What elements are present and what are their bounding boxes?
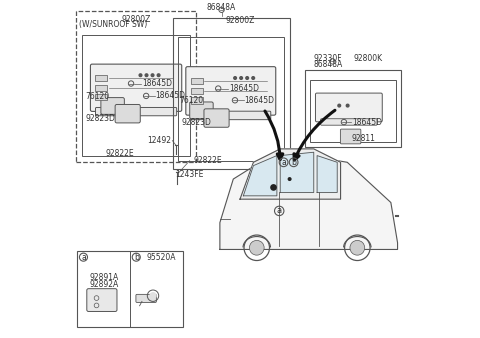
Text: (W/SUNROOF SW): (W/SUNROOF SW) (79, 20, 147, 29)
FancyBboxPatch shape (340, 129, 361, 144)
Bar (96, 94, 107, 100)
Text: 92800Z: 92800Z (225, 17, 255, 25)
Bar (77, 251, 183, 327)
FancyBboxPatch shape (115, 104, 140, 123)
FancyBboxPatch shape (321, 119, 377, 125)
Circle shape (234, 77, 237, 79)
Circle shape (288, 177, 292, 181)
Bar (96, 75, 107, 81)
Text: 92891A: 92891A (89, 273, 119, 283)
Bar (173, 18, 290, 169)
Text: 86848A: 86848A (313, 60, 342, 69)
FancyBboxPatch shape (191, 111, 271, 120)
Bar (191, 97, 203, 104)
Circle shape (151, 74, 154, 77)
Text: 92823D: 92823D (86, 114, 116, 123)
Text: 86848A: 86848A (207, 3, 236, 12)
FancyBboxPatch shape (101, 98, 124, 114)
FancyBboxPatch shape (136, 294, 156, 303)
Text: 18645D: 18645D (142, 79, 172, 88)
Text: 92892A: 92892A (89, 280, 119, 289)
FancyBboxPatch shape (204, 109, 229, 127)
Text: 92800K: 92800K (354, 54, 383, 63)
Text: 18645D: 18645D (229, 84, 259, 93)
Text: a: a (81, 253, 86, 262)
FancyBboxPatch shape (190, 102, 213, 119)
Text: b: b (291, 158, 296, 167)
Bar (96, 84, 107, 91)
Bar (191, 78, 203, 84)
Circle shape (157, 74, 160, 77)
Text: a: a (281, 158, 286, 167)
Text: 95520A: 95520A (147, 253, 177, 262)
FancyBboxPatch shape (90, 64, 182, 112)
Text: 12492: 12492 (147, 136, 171, 145)
Polygon shape (240, 149, 341, 199)
Text: 76120: 76120 (180, 96, 204, 105)
FancyBboxPatch shape (186, 67, 276, 115)
Circle shape (350, 240, 365, 255)
Text: 18645D: 18645D (245, 96, 275, 105)
Bar (311, 80, 396, 142)
Circle shape (149, 292, 156, 299)
Text: 18645D: 18645D (352, 118, 382, 126)
Text: b: b (134, 253, 139, 262)
Text: 92330F: 92330F (313, 54, 342, 63)
Circle shape (240, 77, 242, 79)
FancyBboxPatch shape (96, 107, 177, 116)
Text: a: a (276, 207, 282, 215)
Text: 92822E: 92822E (105, 149, 133, 158)
FancyBboxPatch shape (315, 93, 382, 122)
Bar (191, 88, 203, 94)
Bar (178, 37, 284, 161)
Polygon shape (317, 155, 337, 192)
Polygon shape (280, 152, 314, 192)
Text: 92800Z: 92800Z (121, 15, 151, 24)
Circle shape (250, 240, 264, 255)
Text: 92811: 92811 (352, 134, 376, 143)
Text: 92823D: 92823D (181, 118, 211, 127)
Text: 1243FE: 1243FE (176, 170, 204, 179)
Polygon shape (220, 155, 397, 249)
Bar (83, 35, 190, 155)
Circle shape (145, 74, 148, 77)
Text: 18645D: 18645D (155, 91, 185, 100)
Circle shape (139, 74, 142, 77)
FancyBboxPatch shape (87, 289, 117, 312)
Circle shape (252, 77, 254, 79)
Bar (305, 70, 401, 147)
Text: 76120: 76120 (86, 92, 110, 101)
Circle shape (346, 104, 349, 107)
Bar (76, 11, 196, 162)
Polygon shape (243, 155, 277, 196)
Text: 92822E: 92822E (194, 156, 222, 165)
Circle shape (338, 104, 341, 107)
Circle shape (246, 77, 249, 79)
Circle shape (270, 184, 277, 191)
